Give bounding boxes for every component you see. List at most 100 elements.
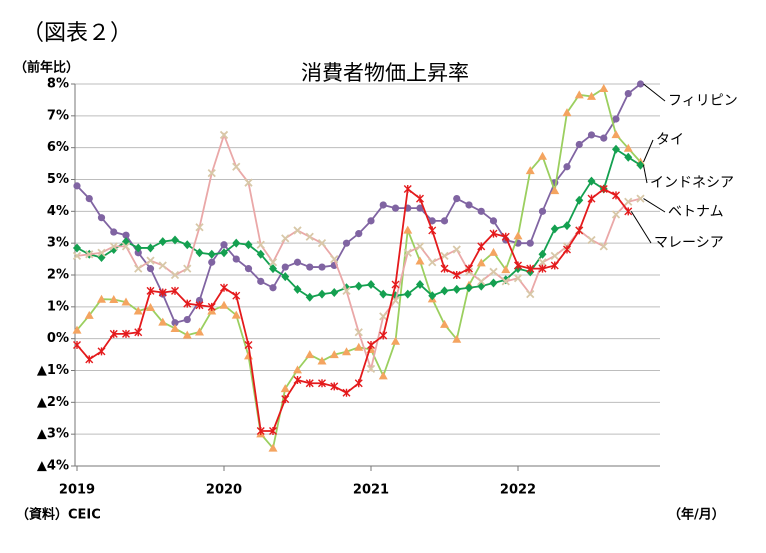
marker [379,201,387,209]
series-line [76,132,641,373]
x-tick-label: 2022 [500,483,536,498]
marker [550,261,559,270]
marker [305,379,314,388]
marker [232,162,241,171]
marker [612,191,620,200]
marker [232,238,241,248]
marker [611,130,621,139]
marker [269,426,277,435]
marker [636,80,645,88]
marker [489,278,498,288]
marker [440,264,449,273]
marker [97,248,106,257]
chart-title: 消費者物価上昇率 [301,61,469,85]
marker [636,160,645,170]
marker [550,224,559,234]
marker [428,258,437,267]
marker [624,89,632,98]
y-tick-label: ▲4% [37,459,69,474]
marker [550,186,560,195]
marker [97,347,106,356]
marker [538,151,547,160]
y-tick-label: 3% [47,236,69,251]
marker [293,258,302,266]
marker [575,226,584,235]
marker [403,225,413,234]
marker [501,275,510,285]
marker [489,217,498,225]
marker [587,176,596,186]
marker [183,264,192,273]
x-tick-label: 2019 [59,483,95,498]
marker [171,235,179,245]
y-tick-label: 6% [47,140,69,155]
marker [318,379,326,388]
marker [219,300,229,309]
marker [207,302,216,311]
marker [182,330,192,339]
marker [305,350,315,359]
marker [281,272,290,282]
marker [318,263,326,271]
marker [355,230,363,238]
marker [195,248,204,258]
marker [170,270,180,280]
marker [85,250,94,259]
marker [501,277,510,286]
marker [72,251,82,261]
marker [183,315,191,324]
marker [538,207,547,215]
marker [269,264,277,274]
marker [587,235,596,245]
marker [453,195,461,203]
marker [428,217,436,225]
marker [281,263,289,271]
marker [465,264,473,273]
marker [342,239,351,247]
leader-line [643,165,648,184]
marker [403,248,412,257]
marker [146,265,155,273]
marker [183,240,192,250]
figure-label: （図表２） [22,21,132,46]
marker [293,284,302,294]
marker [318,289,326,299]
series-line [76,187,629,432]
marker [403,289,412,299]
y-tick-label: 4% [47,204,69,219]
marker [440,319,449,328]
marker [158,317,168,326]
marker [134,249,142,257]
marker [525,166,535,175]
marker [526,239,534,247]
y-axis-label: （前年比） [14,60,79,76]
marker [232,255,240,263]
marker [563,163,571,171]
marker [562,108,572,117]
marker [575,195,584,205]
marker [612,144,620,154]
marker [440,251,449,261]
marker [489,229,498,238]
marker [379,312,388,321]
leader-line [630,211,652,244]
marker [550,251,559,261]
marker [329,350,339,359]
marker [354,379,363,388]
leader-line [643,198,666,213]
marker [207,249,216,259]
marker [244,341,253,350]
y-tick-label: 1% [47,299,69,314]
y-tick-label: 2% [47,268,69,283]
marker [391,336,400,345]
marker [489,267,498,276]
marker [134,264,143,273]
marker [477,277,486,286]
marker [342,286,351,296]
marker [268,258,278,267]
marker [416,194,424,203]
marker [232,291,241,300]
marker [330,288,339,298]
marker [268,443,278,452]
marker [366,364,376,374]
